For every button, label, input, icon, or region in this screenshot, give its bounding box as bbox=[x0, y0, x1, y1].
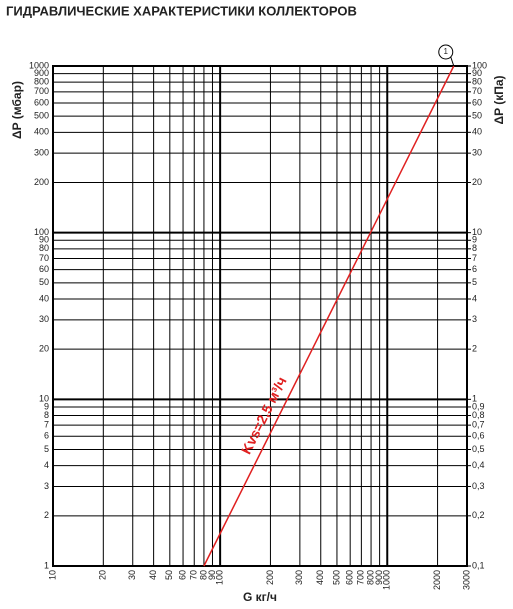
y2-tick-label: 40 bbox=[472, 127, 482, 137]
y-tick-label: 30 bbox=[39, 314, 49, 324]
y-tick-label: 100 bbox=[34, 227, 49, 237]
y-tick-label: 200 bbox=[34, 177, 49, 187]
y2-tick-label: 5 bbox=[472, 277, 477, 287]
y-tick-label: 700 bbox=[34, 86, 49, 96]
y2-tick-label: 6 bbox=[472, 264, 477, 274]
x-tick-label: 100 bbox=[215, 570, 225, 585]
y-tick-label: 1000 bbox=[29, 60, 49, 70]
chart-title: ГИДРАВЛИЧЕСКИЕ ХАРАКТЕРИСТИКИ КОЛЛЕКТОРО… bbox=[6, 3, 357, 18]
x-tick-label: 90 bbox=[207, 570, 217, 580]
y2-tick-label: 0,7 bbox=[472, 420, 485, 430]
y-tick-label: 6 bbox=[44, 431, 49, 441]
x-tick-label: 40 bbox=[148, 570, 158, 580]
x-tick-label: 1000 bbox=[382, 570, 392, 590]
y-tick-label: 5 bbox=[44, 444, 49, 454]
x-tick-label: 70 bbox=[189, 570, 199, 580]
y-tick-label: 300 bbox=[34, 148, 49, 158]
x-tick-label: 20 bbox=[98, 570, 108, 580]
y-tick-label: 9 bbox=[44, 401, 49, 411]
y-tick-label: 8 bbox=[44, 410, 49, 420]
y-axis-label: ΔP (мбар) bbox=[10, 81, 24, 139]
y2-tick-label: 10 bbox=[472, 227, 482, 237]
x-tick-label: 2000 bbox=[432, 570, 442, 590]
y-tick-label: 900 bbox=[34, 68, 49, 78]
y2-tick-label: 0,1 bbox=[472, 560, 485, 570]
y2-tick-label: 50 bbox=[472, 111, 482, 121]
x-tick-label: 3000 bbox=[461, 570, 471, 590]
y2-tick-label: 0,9 bbox=[472, 401, 485, 411]
y2-tick-label: 60 bbox=[472, 97, 482, 107]
y2-axis-label: ΔP (кПа) bbox=[492, 75, 506, 124]
y-tick-label: 800 bbox=[34, 77, 49, 87]
y-tick-label: 90 bbox=[39, 235, 49, 245]
series-marker-leader bbox=[450, 56, 455, 67]
y2-tick-label: 0,5 bbox=[472, 444, 485, 454]
x-tick-label: 700 bbox=[356, 570, 366, 585]
y2-tick-label: 4 bbox=[472, 293, 477, 303]
data-line bbox=[203, 65, 455, 567]
x-tick-label: 900 bbox=[374, 570, 384, 585]
series-marker-circle bbox=[438, 44, 454, 60]
y2-tick-label: 0,8 bbox=[472, 410, 485, 420]
y2-tick-label: 1 bbox=[472, 394, 477, 404]
x-tick-label: 600 bbox=[345, 570, 355, 585]
y-tick-label: 80 bbox=[39, 243, 49, 253]
x-tick-label: 300 bbox=[294, 570, 304, 585]
y-tick-label: 3 bbox=[44, 481, 49, 491]
y-tick-label: 1 bbox=[44, 560, 49, 570]
x-tick-label: 30 bbox=[127, 570, 137, 580]
plot-frame bbox=[52, 65, 468, 567]
y-tick-label: 600 bbox=[34, 97, 49, 107]
x-tick-label: 800 bbox=[365, 570, 375, 585]
x-tick-label: 10 bbox=[47, 570, 57, 580]
y-tick-label: 500 bbox=[34, 111, 49, 121]
y-tick-label: 10 bbox=[39, 394, 49, 404]
y-tick-label: 2 bbox=[44, 510, 49, 520]
y2-tick-label: 3 bbox=[472, 314, 477, 324]
y2-tick-label: 2 bbox=[472, 344, 477, 354]
y-tick-label: 7 bbox=[44, 420, 49, 430]
y2-tick-label: 70 bbox=[472, 86, 482, 96]
y2-tick-label: 30 bbox=[472, 148, 482, 158]
y2-tick-label: 0,6 bbox=[472, 431, 485, 441]
y2-tick-label: 0,4 bbox=[472, 460, 485, 470]
y-tick-label: 4 bbox=[44, 460, 49, 470]
y-tick-label: 20 bbox=[39, 344, 49, 354]
y2-tick-label: 100 bbox=[472, 60, 487, 70]
y2-tick-label: 8 bbox=[472, 243, 477, 253]
x-tick-label: 80 bbox=[198, 570, 208, 580]
x-tick-label: 60 bbox=[177, 570, 187, 580]
x-tick-label: 400 bbox=[315, 570, 325, 585]
y2-tick-label: 0,3 bbox=[472, 481, 485, 491]
series-marker-label: 1 bbox=[444, 47, 449, 56]
x-axis-label: G кг/ч bbox=[243, 590, 277, 604]
y-tick-label: 50 bbox=[39, 277, 49, 287]
y-tick-label: 400 bbox=[34, 127, 49, 137]
y2-tick-label: 90 bbox=[472, 68, 482, 78]
y2-tick-label: 9 bbox=[472, 235, 477, 245]
y2-tick-label: 80 bbox=[472, 77, 482, 87]
y-tick-label: 40 bbox=[39, 293, 49, 303]
y2-tick-label: 0,2 bbox=[472, 510, 485, 520]
x-tick-label: 500 bbox=[331, 570, 341, 585]
x-tick-label: 200 bbox=[265, 570, 275, 585]
x-tick-label: 50 bbox=[164, 570, 174, 580]
y2-tick-label: 20 bbox=[472, 177, 482, 187]
y2-tick-label: 7 bbox=[472, 253, 477, 263]
y-tick-label: 70 bbox=[39, 253, 49, 263]
y-tick-label: 60 bbox=[39, 264, 49, 274]
